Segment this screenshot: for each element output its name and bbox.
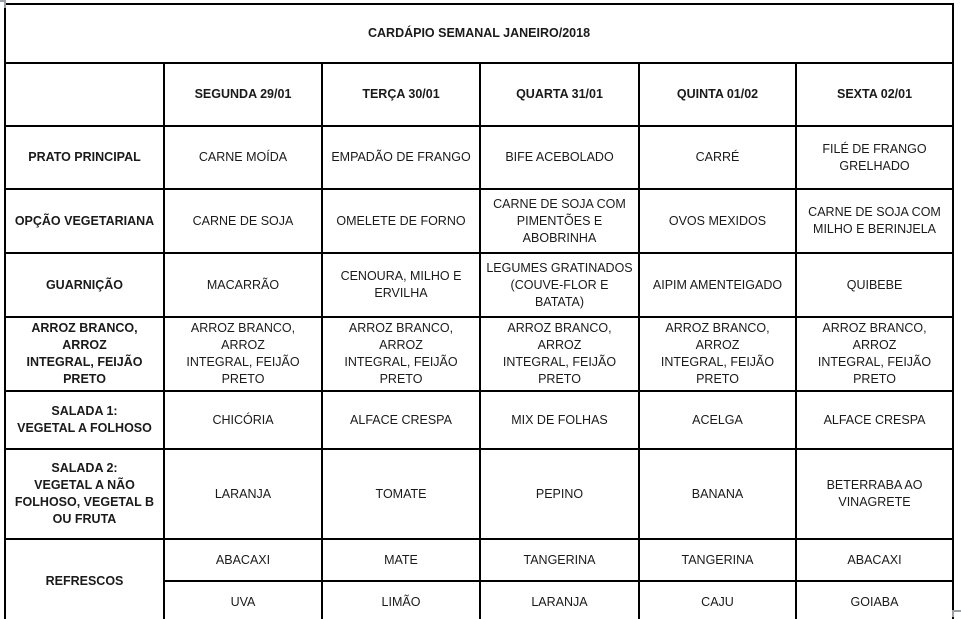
menu-cell: AIPIM AMENTEIGADO xyxy=(638,252,797,318)
menu-cell: TOMATE xyxy=(321,448,481,540)
menu-cell: OMELETE DE FORNO xyxy=(321,188,481,254)
day-header-quarta: QUARTA 31/01 xyxy=(479,62,640,127)
day-header-sexta: SEXTA 02/01 xyxy=(794,62,955,127)
row-label-prato-principal: PRATO PRINCIPAL xyxy=(4,125,165,190)
table-row: ARROZ BRANCO, ARROZ INTEGRAL, FEIJÃO PRE… xyxy=(4,316,955,392)
menu-cell: MIX DE FOLHAS xyxy=(479,390,640,450)
table-row: OPÇÃO VEGETARIANA CARNE DE SOJA OMELETE … xyxy=(4,188,955,254)
table-row: SALADA 2: VEGETAL A NÃO FOLHOSO, VEGETAL… xyxy=(4,448,955,540)
menu-cell: ALFACE CRESPA xyxy=(794,390,955,450)
menu-cell: ARROZ BRANCO, ARROZ INTEGRAL, FEIJÃO PRE… xyxy=(321,316,481,392)
menu-cell: CARRÉ xyxy=(638,125,797,190)
menu-cell: CARNE DE SOJA COM PIMENTÕES E ABOBRINHA xyxy=(479,188,640,254)
menu-cell: ARROZ BRANCO, ARROZ INTEGRAL, FEIJÃO PRE… xyxy=(163,316,323,392)
row-label-arroz-feijao: ARROZ BRANCO, ARROZ INTEGRAL, FEIJÃO PRE… xyxy=(4,316,165,392)
table-row: PRATO PRINCIPAL CARNE MOÍDA EMPADÃO DE F… xyxy=(4,125,955,190)
menu-cell: CARNE MOÍDA xyxy=(163,125,323,190)
table-title: CARDÁPIO SEMANAL JANEIRO/2018 xyxy=(3,3,955,64)
menu-cell: ACELGA xyxy=(638,390,797,450)
menu-cell: CAJU xyxy=(638,580,797,619)
crop-artifact-top-left xyxy=(0,0,6,8)
row-label-opcao-vegetariana: OPÇÃO VEGETARIANA xyxy=(4,188,165,254)
menu-cell: CENOURA, MILHO E ERVILHA xyxy=(321,252,481,318)
row-label-refrescos: REFRESCOS xyxy=(4,538,165,619)
menu-cell: ABACAXI xyxy=(163,538,323,582)
menu-cell: MACARRÃO xyxy=(163,252,323,318)
day-header-terca: TERÇA 30/01 xyxy=(321,62,481,127)
menu-cell: LIMÃO xyxy=(321,580,481,619)
menu-cell: PEPINO xyxy=(479,448,640,540)
menu-cell: ARROZ BRANCO, ARROZ INTEGRAL, FEIJÃO PRE… xyxy=(479,316,640,392)
menu-cell: ARROZ BRANCO, ARROZ INTEGRAL, FEIJÃO PRE… xyxy=(638,316,797,392)
menu-cell: GOIABA xyxy=(794,580,955,619)
menu-cell: ALFACE CRESPA xyxy=(321,390,481,450)
menu-cell: TANGERINA xyxy=(638,538,797,582)
day-header-quinta: QUINTA 01/02 xyxy=(638,62,797,127)
crop-artifact-bottom-right xyxy=(952,610,961,617)
table-row: SALADA 1: VEGETAL A FOLHOSO CHICÓRIA ALF… xyxy=(4,390,955,450)
menu-cell: BANANA xyxy=(638,448,797,540)
menu-cell: EMPADÃO DE FRANGO xyxy=(321,125,481,190)
table-row: REFRESCOS ABACAXI MATE TANGERINA TANGERI… xyxy=(4,538,955,619)
menu-cell: LEGUMES GRATINADOS (COUVE-FLOR E BATATA) xyxy=(479,252,640,318)
menu-cell: MATE xyxy=(321,538,481,582)
table-row: UVA LIMÃO LARANJA CAJU GOIABA xyxy=(5,580,955,619)
menu-cell: BIFE ACEBOLADO xyxy=(479,125,640,190)
table-row: GUARNIÇÃO MACARRÃO CENOURA, MILHO E ERVI… xyxy=(4,252,955,318)
row-label-guarnicao: GUARNIÇÃO xyxy=(4,252,165,318)
row-label-salada-1: SALADA 1: VEGETAL A FOLHOSO xyxy=(4,390,165,450)
menu-cell: UVA xyxy=(163,580,323,619)
menu-cell: OVOS MEXIDOS xyxy=(638,188,797,254)
menu-cell: ABACAXI xyxy=(794,538,955,582)
day-header-segunda: SEGUNDA 29/01 xyxy=(163,62,323,127)
menu-cell: LARANJA xyxy=(163,448,323,540)
menu-cell: CARNE DE SOJA COM MILHO E BERINJELA xyxy=(794,188,955,254)
menu-cell: CARNE DE SOJA xyxy=(163,188,323,254)
weekly-menu-table: CARDÁPIO SEMANAL JANEIRO/2018 SEGUNDA 29… xyxy=(3,3,955,619)
row-label-salada-2: SALADA 2: VEGETAL A NÃO FOLHOSO, VEGETAL… xyxy=(4,448,165,540)
menu-cell: FILÉ DE FRANGO GRELHADO xyxy=(794,125,955,190)
menu-cell: QUIBEBE xyxy=(794,252,955,318)
menu-cell: ARROZ BRANCO, ARROZ INTEGRAL, FEIJÃO PRE… xyxy=(794,316,955,392)
menu-cell: BETERRABA AO VINAGRETE xyxy=(794,448,955,540)
menu-cell: LARANJA xyxy=(479,580,640,619)
corner-empty-cell xyxy=(4,62,165,127)
menu-cell: CHICÓRIA xyxy=(163,390,323,450)
menu-cell: TANGERINA xyxy=(479,538,640,582)
